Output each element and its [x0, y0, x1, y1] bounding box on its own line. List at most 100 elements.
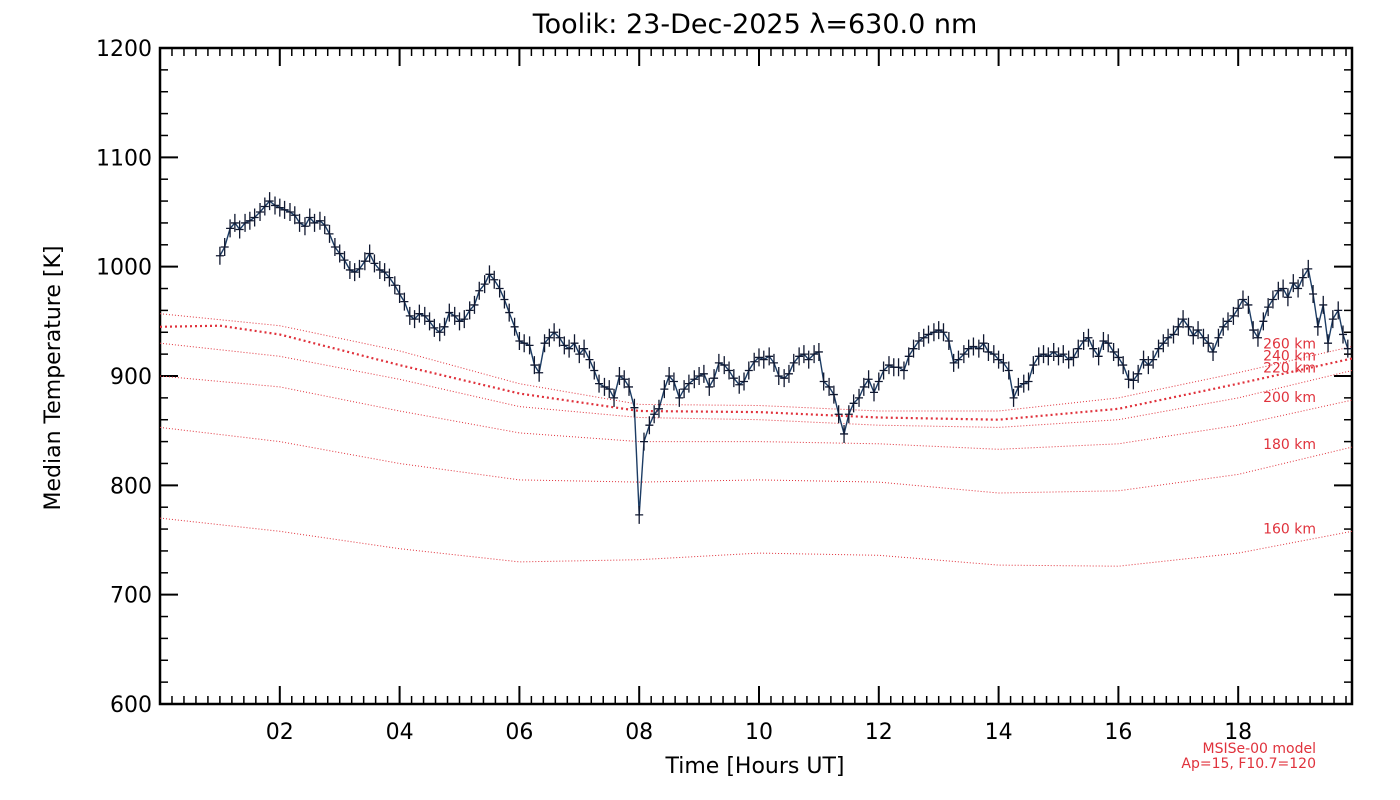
data-point [1074, 339, 1083, 358]
data-point [560, 336, 569, 355]
data-point [904, 347, 913, 366]
data-point [290, 206, 299, 225]
data-point [729, 369, 738, 388]
data-point [725, 361, 734, 380]
data-point [864, 370, 873, 389]
data-point [969, 337, 978, 356]
data-point [430, 318, 439, 337]
data-point [265, 192, 274, 211]
data-point [460, 310, 469, 329]
x-tick-label: 18 [1224, 720, 1252, 745]
data-point [989, 345, 998, 364]
data-point [650, 405, 659, 424]
data-point [1004, 361, 1013, 380]
data-point [1304, 259, 1313, 278]
data-point [1019, 374, 1028, 393]
data-point [1079, 332, 1088, 351]
data-point [1298, 268, 1307, 287]
y-tick-label: 700 [110, 584, 152, 609]
data-point [340, 251, 349, 270]
data-point [480, 275, 489, 294]
model-curve-line [159, 342, 1353, 428]
data-point [520, 334, 529, 353]
data-point [275, 198, 284, 217]
data-point [256, 203, 265, 221]
data-point [1024, 372, 1033, 391]
data-point [1109, 342, 1118, 361]
data-point [315, 211, 324, 230]
data-point [310, 213, 319, 232]
data-point [939, 323, 948, 342]
data-point [769, 353, 778, 372]
data-point [345, 260, 354, 279]
data-point [1289, 274, 1298, 293]
x-tick-label: 02 [266, 720, 294, 745]
data-point [994, 350, 1003, 369]
data-point [490, 270, 499, 289]
data-point [870, 383, 879, 402]
data-point [675, 388, 684, 407]
x-axis-label: Time [Hours UT] [665, 754, 845, 779]
data-point [271, 196, 280, 215]
series-line [219, 200, 1349, 515]
data-point [235, 220, 244, 239]
chart-title: Toolik: 23-Dec-2025 λ=630.0 nm [532, 9, 978, 40]
data-point [220, 237, 229, 256]
data-point [1328, 310, 1337, 329]
data-point [735, 375, 744, 394]
data-point [705, 377, 714, 396]
data-point [470, 295, 479, 314]
data-point [894, 358, 903, 377]
data-point [819, 372, 828, 391]
data-point [1034, 347, 1043, 366]
data-point [1169, 325, 1178, 344]
data-point [759, 350, 768, 369]
data-point [635, 505, 644, 524]
data-point [810, 345, 819, 364]
data-point [954, 350, 963, 369]
data-point [405, 306, 414, 325]
data-point [1009, 388, 1018, 407]
data-point [1224, 312, 1233, 331]
data-point [984, 342, 993, 361]
data-point [355, 259, 364, 278]
data-point [774, 367, 783, 385]
data-point [855, 388, 864, 407]
data-point [1044, 347, 1053, 366]
data-point [1069, 348, 1078, 367]
data-point [1199, 328, 1208, 347]
data-point [1324, 334, 1333, 353]
data-point [1064, 350, 1073, 369]
data-point [515, 332, 524, 351]
data-point [1124, 370, 1133, 389]
data-point [1014, 377, 1023, 396]
data-point [395, 285, 404, 303]
data-point [1238, 290, 1247, 309]
y-tick-label: 800 [110, 474, 152, 499]
data-point [1144, 356, 1153, 375]
data-point [814, 342, 823, 361]
data-point [844, 405, 853, 424]
data-point [1139, 350, 1148, 369]
data-point [610, 388, 619, 407]
data-point [260, 197, 269, 216]
data-point [1189, 326, 1198, 345]
data-point [1209, 342, 1218, 361]
data-point [959, 345, 968, 364]
data-point [1253, 328, 1262, 347]
data-point [684, 374, 693, 393]
data-point [375, 260, 384, 279]
data-point [300, 217, 309, 236]
data-point [510, 317, 519, 336]
data-point [690, 370, 699, 389]
data-point [859, 377, 868, 396]
data-point [1119, 356, 1128, 375]
data-point [535, 363, 544, 382]
data-point [590, 361, 599, 380]
model-curve-label: 200 km [1263, 390, 1316, 406]
data-point [545, 328, 554, 347]
data-point [929, 323, 938, 342]
data-point [415, 304, 424, 323]
x-tick-label: 08 [625, 720, 653, 745]
data-point [325, 224, 334, 243]
